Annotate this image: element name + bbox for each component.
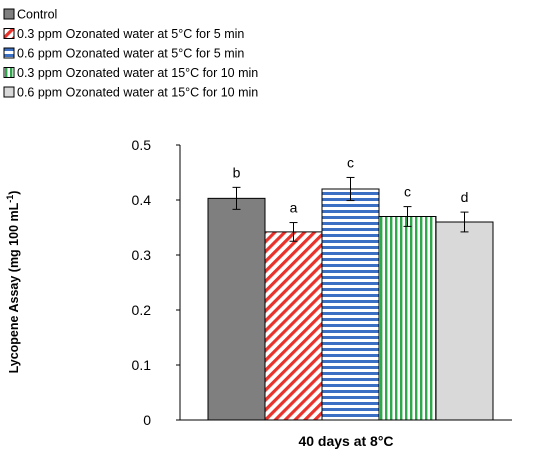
bar-3 [321, 188, 380, 421]
bar-1 [207, 197, 266, 421]
y-tick-label: 0.3 [132, 247, 152, 263]
legend-item: 0.3 ppm Ozonated water at 15°C for 10 mi… [3, 66, 258, 80]
legend-label: 0.6 ppm Ozonated water at 5°C for 5 min [17, 47, 244, 61]
bar-significance-label: d [461, 189, 469, 205]
legend-item: 0.6 ppm Ozonated water at 5°C for 5 min [3, 47, 244, 61]
y-tick-label: 0.1 [132, 357, 152, 373]
x-axis-title: 40 days at 8°C [298, 433, 393, 449]
bar-5 [435, 221, 494, 421]
legend-item: 0.3 ppm Ozonated water at 5°C for 5 min [3, 27, 244, 41]
legend-label: 0.6 ppm Ozonated water at 15°C for 10 mi… [17, 86, 258, 100]
bar-significance-label: c [404, 184, 411, 200]
legend-swatch [3, 28, 15, 39]
legend-item: Control [3, 8, 57, 22]
legend-label: 0.3 ppm Ozonated water at 15°C for 10 mi… [17, 66, 258, 80]
legend-label: Control [17, 8, 57, 22]
y-axis: 0 0.1 0.2 0.3 0.4 0.5 [132, 137, 181, 428]
y-tick-label: 0.5 [132, 137, 152, 153]
y-tick-label: 0.2 [132, 302, 152, 318]
bar-4 [378, 216, 437, 421]
legend-swatch [3, 86, 15, 98]
legend-swatch [3, 8, 15, 20]
bars: b a c c d [207, 154, 494, 421]
legend-item: 0.6 ppm Ozonated water at 15°C for 10 mi… [3, 86, 258, 100]
y-axis-title: Lycopene Assay (mg 100 mL-1) [5, 191, 21, 374]
legend-swatch [3, 67, 15, 78]
bar-2 [264, 231, 323, 421]
bar-significance-label: b [233, 164, 241, 180]
y-tick-label: 0 [143, 412, 151, 428]
y-tick-label: 0.4 [132, 192, 152, 208]
bar-significance-label: a [290, 200, 298, 216]
bar-significance-label: c [347, 154, 354, 170]
legend: Control 0.3 ppm Ozonated water at 5°C for… [3, 8, 258, 100]
legend-label: 0.3 ppm Ozonated water at 5°C for 5 min [17, 27, 244, 41]
legend-swatch [3, 47, 15, 59]
